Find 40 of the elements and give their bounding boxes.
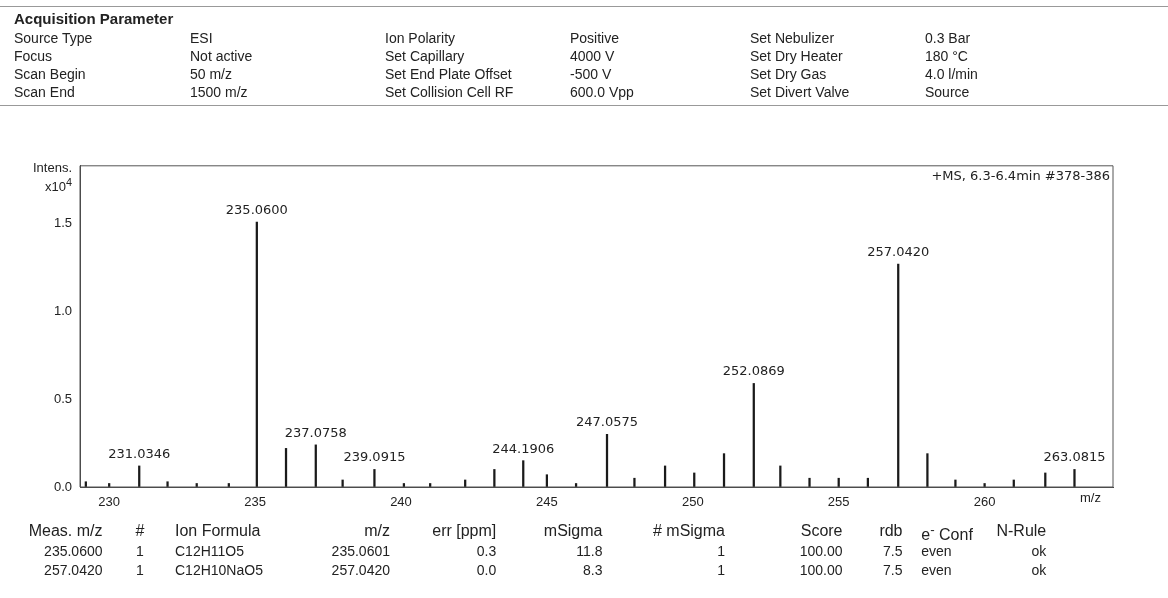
y-tick-label: 1.0 [53, 303, 72, 319]
x-tick-label: 240 [390, 494, 412, 510]
bar [926, 453, 929, 487]
annotation: 252.0869 [722, 363, 785, 379]
text: 257.0420 1 C12H10NaO5 257.0420 0.0 8.3 1 100.00 7.5 even ok [44, 562, 1047, 578]
annotation: 257.0420 [867, 243, 930, 259]
annotation: 239.0915 [343, 449, 406, 465]
annotation: 244.1906 [492, 440, 555, 456]
x-tick-label: 235 [244, 494, 266, 510]
bar [633, 477, 636, 487]
annotation: 237.0758 [284, 424, 347, 440]
y-tick-label: 1.5 [53, 215, 72, 231]
bar [983, 483, 986, 487]
text: Source Type ESI Ion Polarity Positive Set Nebulizer 0.3 Bar [14, 30, 971, 46]
text: 235.0600 1 C12H11O5 235.0601 0.3 11.8 1 100.00 7.5 even ok [44, 543, 1047, 559]
text: Scan End 1500 m/z Set Collision Cell RF 600.0 Vpp Set Divert Valve Source [14, 84, 970, 100]
annotation: 235.0600 [225, 201, 288, 217]
bar [808, 477, 811, 487]
x-tick-label: 245 [536, 494, 558, 510]
bar [1073, 469, 1076, 487]
bar [166, 481, 169, 487]
x-tick-label: 230 [98, 494, 121, 510]
annotation: 231.0346 [108, 445, 171, 461]
annotation: 247.0575 [575, 414, 639, 430]
y-tick-label: 0.0 [53, 478, 72, 494]
x-tick-label: 255 [827, 494, 850, 510]
bar [954, 479, 957, 487]
x-tick-label: 260 [973, 494, 996, 510]
y-tick-label: 0.5 [53, 390, 72, 406]
bar [373, 469, 376, 487]
text: Focus Not active Set Capillary 4000 V Set Dry Heater 180 °C [14, 48, 968, 64]
chart-subtitle: +MS, 6.3-6.4min #378-386 [931, 167, 1110, 183]
x-axis-title: m/z [1080, 490, 1101, 505]
x-tick-label: 250 [681, 494, 704, 510]
text: Meas. m/z # Ion Formula m/z err [ppm] mSigma # mSigma Score rdb e$^{-}$ Conf N-Rule [28, 522, 1047, 544]
chart-title: Acquisition Parameter [14, 10, 174, 27]
bar [341, 479, 344, 487]
text: Scan Begin 50 m/z Set End Plate Offset -500 V Set Dry Gas 4.0 l/min [14, 66, 978, 82]
y-axis-title: Intens. x10$^{4}$ [31, 160, 72, 195]
annotation: 263.0815 [1043, 449, 1106, 465]
